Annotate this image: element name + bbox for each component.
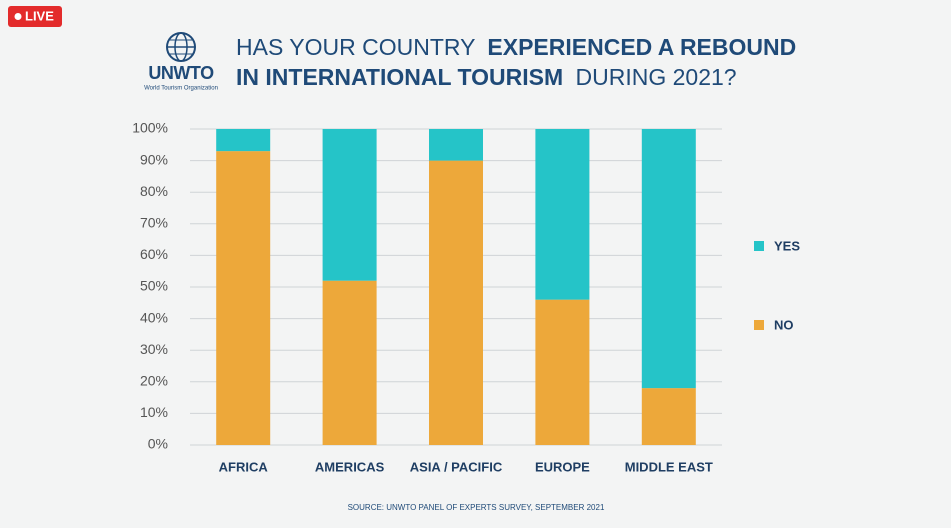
y-tick-label: 30%	[140, 341, 168, 357]
legend-label: NO	[774, 317, 794, 332]
y-tick-label: 0%	[148, 436, 168, 452]
title-part: IN INTERNATIONAL TOURISM	[236, 64, 563, 90]
bar-segment	[322, 280, 377, 445]
logo-subtitle: World Tourism Organization	[144, 86, 218, 92]
y-tick-label: 90%	[140, 151, 168, 167]
live-dot	[14, 13, 22, 20]
live-badge: LIVE	[8, 6, 62, 27]
y-tick-label: 40%	[140, 309, 168, 325]
legend-swatch	[754, 241, 764, 251]
legend-label: YES	[774, 238, 800, 253]
bar-segment	[216, 151, 271, 445]
legend-swatch	[754, 320, 764, 330]
bar-segment	[535, 299, 590, 445]
title-part: DURING 2021?	[576, 64, 737, 90]
live-badge-bg	[8, 6, 62, 27]
y-tick-label: 100%	[132, 120, 168, 136]
y-tick-label: 70%	[140, 215, 168, 231]
x-tick-label: AMERICAS	[315, 459, 385, 474]
y-tick-label: 10%	[140, 404, 168, 420]
logo-name: UNWTO	[148, 63, 214, 83]
bar-segment	[322, 129, 377, 281]
x-tick-label: ASIA / PACIFIC	[410, 459, 503, 474]
y-tick-label: 20%	[140, 373, 168, 389]
live-text: LIVE	[25, 8, 54, 23]
source: SOURCE: UNWTO PANEL OF EXPERTS SURVEY, S…	[348, 503, 605, 512]
bar-segment	[216, 129, 271, 152]
x-tick-label: AFRICA	[219, 459, 269, 474]
bar-segment	[641, 129, 696, 389]
bar-segment	[535, 129, 590, 300]
bar-segment	[429, 160, 483, 445]
y-tick-label: 60%	[140, 246, 168, 262]
chart-title: IN INTERNATIONAL TOURISM DURING 2021?	[236, 64, 737, 90]
bar-segment	[429, 129, 483, 161]
title-part: HAS YOUR COUNTRY	[236, 34, 475, 60]
x-tick-label: EUROPE	[535, 459, 590, 474]
title-part: EXPERIENCED A REBOUND	[487, 34, 796, 60]
chart-title: HAS YOUR COUNTRY EXPERIENCED A REBOUND	[236, 34, 796, 60]
bar-segment	[641, 388, 696, 445]
x-tick-label: MIDDLE EAST	[625, 459, 713, 474]
y-tick-label: 80%	[140, 183, 168, 199]
y-tick-label: 50%	[140, 278, 168, 294]
logo: UNWTO World Tourism Organization	[144, 32, 218, 92]
